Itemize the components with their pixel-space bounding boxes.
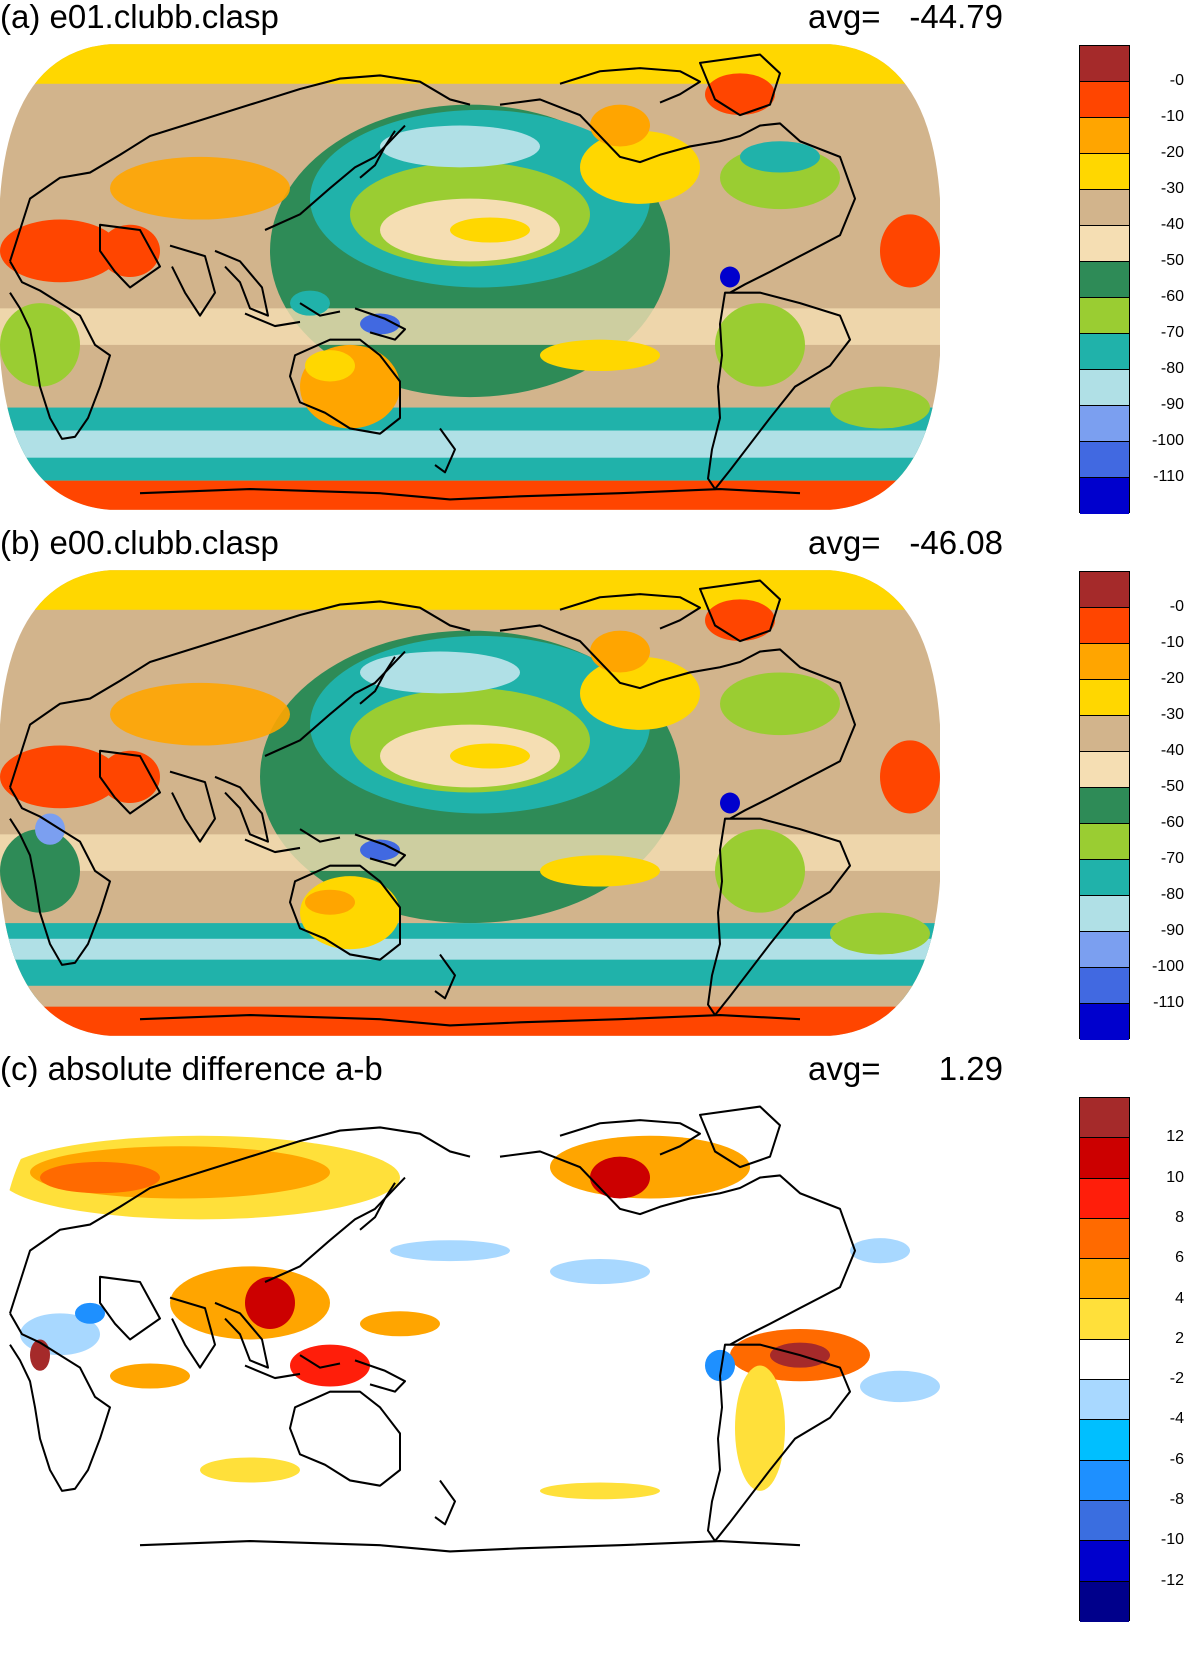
colorbar-swatch <box>1080 572 1129 608</box>
colorbar-tick-label: -12 <box>1160 1571 1184 1589</box>
colorbar-tick-label: -50 <box>1160 252 1184 269</box>
colorbar-swatch <box>1080 644 1129 680</box>
colorbar-swatch <box>1080 1500 1129 1542</box>
avg-label: avg= <box>808 0 881 35</box>
colorbar-swatch <box>1080 46 1129 82</box>
colorbar-swatch <box>1080 1380 1129 1421</box>
colorbar-tick-label: -2 <box>1169 1370 1184 1388</box>
colorbar-tick-label: -0 <box>1169 598 1184 615</box>
colorbar-tick-label: -90 <box>1160 922 1184 939</box>
colorbar-swatch <box>1080 442 1129 478</box>
panel-b: (b) e00.clubb.clasp avg= -46.08 <box>0 526 1191 1051</box>
colorbar-tick-label: 4 <box>1175 1289 1184 1307</box>
avg-value: -46.08 <box>909 524 1003 561</box>
colorbar-swatch <box>1080 896 1129 932</box>
colorbar-swatch <box>1080 1581 1129 1622</box>
colorbar-tick-label: 10 <box>1166 1168 1184 1186</box>
colorbar-swatch <box>1080 298 1129 334</box>
colorbar-tick-label: -60 <box>1160 288 1184 305</box>
avg-label: avg= <box>808 524 881 561</box>
colorbar-swatch <box>1080 716 1129 752</box>
colorbar-swatch <box>1080 1178 1129 1219</box>
colorbar-tick-label: -20 <box>1160 670 1184 687</box>
colorbar-tick-label: -90 <box>1160 396 1184 413</box>
colorbar-swatch <box>1080 190 1129 226</box>
colorbar-tick-label: -10 <box>1160 634 1184 651</box>
colorbar-swatch <box>1080 1218 1129 1260</box>
colorbar-swatch <box>1080 226 1129 262</box>
colorbar-tick-label: -40 <box>1160 216 1184 233</box>
panel-title: (b) e00.clubb.clasp <box>0 524 279 561</box>
colorbar-swatch <box>1080 370 1129 406</box>
colorbar-swatch <box>1080 824 1129 860</box>
colorbar-tick-label: -110 <box>1153 994 1184 1011</box>
colorbar-tick-label: -80 <box>1160 886 1184 903</box>
colorbar-tick-label: 12 <box>1166 1128 1184 1146</box>
panel-c: (c) absolute difference a-b avg= 1.29 <box>0 1052 1191 1677</box>
colorbar-swatch <box>1080 406 1129 442</box>
colorbar-swatch <box>1080 1460 1129 1501</box>
avg-value: -44.79 <box>909 0 1003 35</box>
colorbar-tick-label: -40 <box>1160 742 1184 759</box>
colorbar-tick-label: -50 <box>1160 778 1184 795</box>
colorbar-swatch <box>1080 118 1129 154</box>
colorbar-swatch <box>1080 1138 1129 1179</box>
colorbar-tick-label: -20 <box>1160 144 1184 161</box>
colorbar-tick-label: 6 <box>1175 1249 1184 1267</box>
panel-title: (c) absolute difference a-b <box>0 1050 383 1087</box>
colorbar-swatch <box>1080 1541 1129 1582</box>
colorbar-swatch <box>1080 752 1129 788</box>
colorbar-tick-label: -60 <box>1160 814 1184 831</box>
colorbar-tick-label: -6 <box>1169 1450 1184 1468</box>
colorbar-swatch <box>1080 860 1129 896</box>
colorbar-swatch <box>1080 608 1129 644</box>
colorbar-tick-label: -100 <box>1151 432 1184 449</box>
colorbar-swatch <box>1080 1259 1129 1300</box>
map-b <box>0 570 940 1036</box>
colorbar-swatch <box>1080 1004 1129 1040</box>
panel-a: (a) e01.clubb.clasp avg= -44.79 <box>0 0 1191 525</box>
colorbar-tick-label: -10 <box>1160 108 1184 125</box>
colorbar-tick-label: -100 <box>1151 958 1184 975</box>
colorbar-swatch <box>1080 1339 1129 1381</box>
colorbar-swatch <box>1080 680 1129 716</box>
map-c <box>0 1096 940 1562</box>
panel-title: (a) e01.clubb.clasp <box>0 0 279 35</box>
colorbar-swatches <box>1079 1097 1130 1622</box>
colorbar-swatches <box>1079 45 1130 514</box>
colorbar-swatch <box>1080 788 1129 824</box>
colorbar-swatch <box>1080 82 1129 118</box>
map-a <box>0 44 940 510</box>
colorbar-swatch <box>1080 334 1129 370</box>
avg-value: 1.29 <box>938 1050 1003 1087</box>
colorbar-tick-label: 8 <box>1175 1208 1184 1226</box>
colorbar-tick-label: -8 <box>1169 1491 1184 1509</box>
colorbar-tick-label: -70 <box>1160 324 1184 341</box>
colorbar-tick-label: -110 <box>1153 468 1184 485</box>
colorbar-tick-label: -30 <box>1160 180 1184 197</box>
colorbar-tick-label: -0 <box>1169 72 1184 89</box>
colorbar-swatch <box>1080 968 1129 1004</box>
colorbar-tick-label: 2 <box>1175 1329 1184 1347</box>
colorbar-swatch <box>1080 1098 1129 1139</box>
colorbar-swatch <box>1080 262 1129 298</box>
colorbar-swatch <box>1080 1299 1129 1340</box>
colorbar-swatches <box>1079 571 1130 1040</box>
colorbar-swatch <box>1080 154 1129 190</box>
colorbar-swatch <box>1080 932 1129 968</box>
colorbar-tick-label: -80 <box>1160 360 1184 377</box>
colorbar-swatch <box>1080 1420 1129 1461</box>
colorbar-tick-label: -30 <box>1160 706 1184 723</box>
avg-label: avg= <box>808 1050 881 1087</box>
colorbar-tick-label: -4 <box>1169 1410 1184 1428</box>
colorbar-tick-label: -10 <box>1160 1531 1184 1549</box>
colorbar-swatch <box>1080 478 1129 514</box>
colorbar-tick-label: -70 <box>1160 850 1184 867</box>
